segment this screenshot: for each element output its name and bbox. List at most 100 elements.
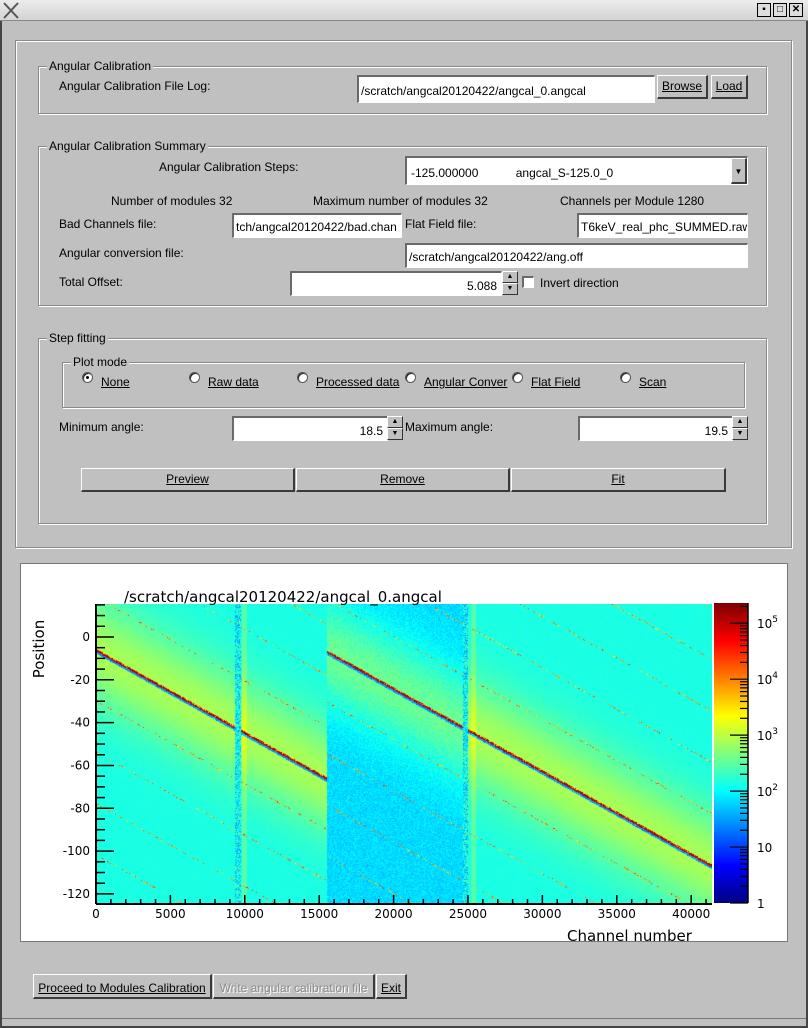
max-angle-input[interactable]: 19.5	[578, 416, 733, 441]
y-tick-label: 0	[82, 630, 90, 644]
close-icon[interactable]: ✕	[789, 3, 803, 17]
preview-label: Preview	[166, 472, 209, 486]
plot-mode-label[interactable]: Raw data	[208, 375, 259, 389]
total-offset-label: Total Offset:	[59, 275, 123, 289]
proceed-button[interactable]: Proceed to Modules Calibration	[33, 974, 212, 999]
load-label: Load	[715, 79, 743, 93]
title-bar: ▪ □ ✕	[0, 0, 808, 21]
x-tick-label: 15000	[300, 907, 338, 921]
x-tick-label: 35000	[598, 907, 636, 921]
x-tick-label: 0	[92, 907, 100, 921]
angconv-label: Angular conversion file:	[59, 246, 184, 260]
x-logo-icon	[3, 2, 19, 19]
bad-channels-label: Bad Channels file:	[59, 217, 157, 231]
colorbar-tick-label: 1	[757, 897, 765, 911]
write-calibration-button: Write angular calibration file	[213, 974, 375, 999]
proceed-label: Proceed to Modules Calibration	[38, 981, 206, 995]
group-label: Angular Calibration	[47, 59, 154, 73]
remove-button[interactable]: Remove	[296, 468, 510, 492]
steps-label: Angular Calibration Steps:	[159, 160, 299, 174]
x-tick-label: 5000	[155, 907, 186, 921]
down-arrow-icon[interactable]: ▼	[732, 428, 748, 440]
browse-label: Browse	[661, 79, 702, 93]
num-modules: Number of modules 32	[111, 194, 233, 208]
browse-button[interactable]: Browse	[657, 75, 708, 99]
y-tick-label: -80	[70, 801, 90, 815]
colorbar-tick-label: 102	[757, 783, 778, 799]
group-label: Angular Calibration Summary	[47, 139, 208, 153]
steps-angle: -125.000000	[411, 166, 479, 180]
fit-button[interactable]: Fit	[511, 468, 726, 492]
plot-mode-label[interactable]: Angular Conver	[424, 375, 508, 389]
step-fitting-group	[38, 338, 767, 524]
colorbar-tick-label: 105	[757, 615, 778, 631]
remove-label: Remove	[380, 472, 425, 486]
min-angle-label: Minimum angle:	[59, 420, 144, 434]
plot-mode-radio[interactable]	[405, 372, 416, 383]
x-tick-label: 40000	[672, 907, 710, 921]
plot-mode-label[interactable]: Processed data	[316, 375, 400, 389]
colorbar-tick-label: 10	[757, 841, 772, 855]
y-tick-label: -120	[63, 887, 90, 901]
plot-mode-radio[interactable]	[189, 372, 200, 383]
x-tick-label: 25000	[449, 907, 487, 921]
exit-button[interactable]: Exit	[376, 974, 407, 999]
plot-mode-radio[interactable]	[512, 372, 523, 383]
x-axis-label: Channel number	[567, 927, 692, 945]
chevron-down-icon[interactable]: ▼	[731, 158, 747, 184]
file-log-label: Angular Calibration File Log:	[59, 79, 211, 93]
bad-channels-input[interactable]: tch/angcal20120422/bad.chan	[232, 213, 402, 238]
plot-mode-label[interactable]: None	[101, 375, 130, 389]
plot-mode-radio[interactable]	[82, 372, 93, 383]
preview-button[interactable]: Preview	[81, 468, 295, 492]
max-modules: Maximum number of modules 32	[313, 194, 488, 208]
plot-mode-label[interactable]: Scan	[639, 375, 667, 389]
up-arrow-icon[interactable]: ▲	[502, 271, 518, 283]
minimize-icon[interactable]: ▪	[757, 3, 771, 17]
plot-mode-label[interactable]: Flat Field	[531, 375, 581, 389]
group-label: Step fitting	[47, 331, 108, 345]
channels-per-module: Channels per Module 1280	[560, 194, 705, 208]
colorbar-tick-label: 103	[757, 727, 778, 743]
window-frame	[0, 21, 808, 1028]
y-tick-label: -40	[70, 716, 90, 730]
min-angle-stepper[interactable]: ▲ ▼	[387, 416, 403, 440]
angular-calibration-group	[38, 66, 767, 114]
status-divider	[2, 1018, 806, 1019]
flat-field-input[interactable]: T6keV_real_phc_SUMMED.raw	[577, 213, 748, 238]
plot-mode-radio[interactable]	[297, 372, 308, 383]
exit-label: Exit	[380, 981, 401, 995]
title-backdrop	[96, 596, 488, 604]
summary-group	[38, 146, 767, 306]
max-angle-stepper[interactable]: ▲ ▼	[732, 416, 748, 440]
steps-combobox[interactable]: -125.000000 angcal_S-125.0_0 ▼	[405, 156, 748, 185]
invert-direction-checkbox[interactable]	[522, 276, 534, 288]
plot-mode-group	[62, 362, 745, 408]
up-arrow-icon[interactable]: ▲	[387, 416, 403, 428]
file-log-input[interactable]: /scratch/angcal20120422/angcal_0.angcal	[357, 75, 655, 103]
down-arrow-icon[interactable]: ▼	[387, 428, 403, 440]
down-arrow-icon[interactable]: ▼	[502, 283, 518, 295]
min-angle-input[interactable]: 18.5	[232, 416, 388, 441]
max-angle-label: Maximum angle:	[405, 420, 494, 434]
x-tick-label: 10000	[226, 907, 264, 921]
group-label: Plot mode	[71, 355, 130, 369]
total-offset-stepper[interactable]: ▲ ▼	[502, 271, 518, 295]
invert-direction-label: Invert direction	[540, 276, 619, 290]
total-offset-input[interactable]: 5.088	[290, 271, 502, 296]
flat-field-label: Flat Field file:	[405, 217, 477, 231]
x-tick-label: 30000	[523, 907, 561, 921]
heatmap	[96, 604, 712, 904]
plot-mode-radio[interactable]	[620, 372, 631, 383]
colorbar-tick-label: 104	[757, 671, 778, 687]
steps-name: angcal_S-125.0_0	[515, 166, 614, 180]
settings-frame	[15, 40, 792, 548]
x-tick-label: 20000	[374, 907, 412, 921]
load-button[interactable]: Load	[711, 75, 748, 99]
plot-title: /scratch/angcal20120422/angcal_0.angcal	[124, 588, 442, 606]
up-arrow-icon[interactable]: ▲	[732, 416, 748, 428]
angconv-input[interactable]: /scratch/angcal20120422/ang.off	[405, 243, 748, 268]
write-label: Write angular calibration file	[219, 981, 368, 995]
maximize-icon[interactable]: □	[773, 3, 787, 17]
